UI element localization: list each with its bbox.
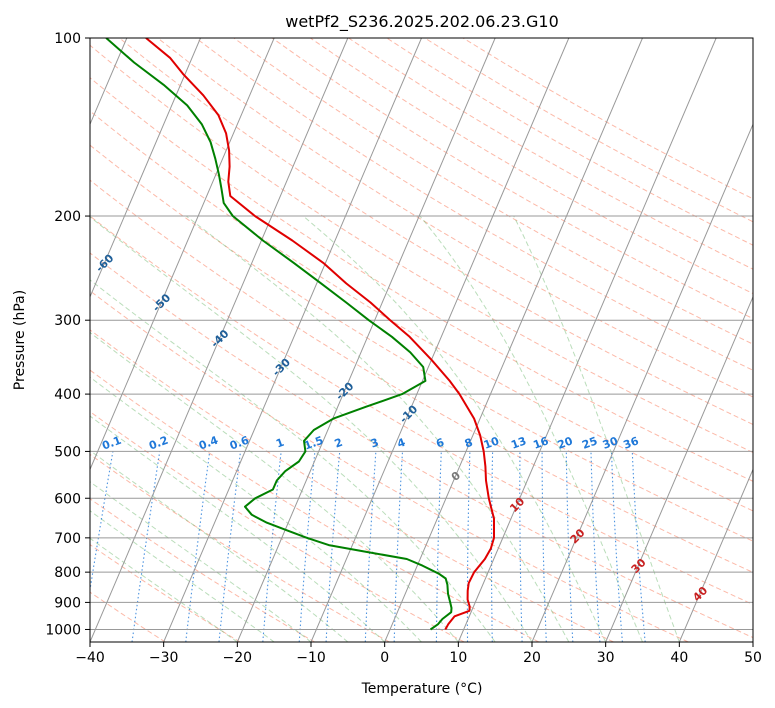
y-tick-label: 700 [54,531,81,547]
mixing-ratio-value-label: 0.6 [228,434,251,453]
dry-adiabat-line [90,144,753,542]
y-tick-label: 600 [54,491,81,507]
mixing-ratio-value-label: 2 [333,436,345,451]
x-tick-label: −30 [149,650,179,666]
mixing-ratio-value-label: 36 [622,434,641,452]
background-lines [90,38,753,642]
moist-adiabat-line [90,415,386,642]
moist-adiabat-line [90,279,496,642]
y-tick-label: 200 [54,209,81,225]
dry-adiabat-line [90,77,753,482]
isotherm-line [678,468,753,642]
moist-adiabat-line [513,215,680,642]
y-axis-label: Pressure (hPa) [12,290,28,390]
grid-lines [90,38,753,642]
mixing-ratio-value-label: 0.2 [147,434,170,453]
moist-adiabat-line [90,537,238,642]
dewpoint-profile-line [105,38,453,631]
dry-adiabat-line [90,453,390,642]
mixing-ratio-value-label: 13 [509,434,528,451]
mixing-ratio-value-label: 16 [531,434,550,452]
moist-adiabat-line [90,376,422,642]
isotherm-line [310,38,570,642]
isotherm-line [90,38,349,642]
mixing-ratio-value-label: 6 [434,436,446,451]
x-tick-label: 10 [449,650,467,666]
isotherm-line [531,123,753,642]
dry-adiabat-line [90,110,753,512]
x-tick-label: −20 [223,650,253,666]
dry-adiabat-line [90,498,315,642]
mixing-ratio-line [262,451,282,642]
dry-adiabat-line [90,179,753,573]
x-axis-label: Temperature (°C) [361,681,483,697]
dry-adiabat-line [233,38,753,345]
moist-adiabat-line [419,215,643,642]
mixing-ratio-value-label: 1 [274,436,286,451]
isotherm-line [236,38,496,642]
y-axis: 100 200 300 400 500 600 700 800 900 1000 [45,31,90,638]
dry-adiabat-line [90,591,166,642]
y-tick-label: 100 [54,31,81,47]
moist-adiabat-line [302,215,607,642]
y-tick-label: 500 [54,444,81,460]
isotherm-line [384,38,643,642]
isotherm-line [90,38,275,471]
y-tick-label: 400 [54,387,81,403]
x-tick-label: 40 [670,650,688,666]
mixing-ratio-line [185,451,211,642]
y-tick-label: 900 [54,595,81,611]
x-tick-label: 20 [523,650,541,666]
x-tick-label: 30 [597,650,615,666]
mixing-ratio-value-label: 20 [556,434,575,452]
x-tick-label: −10 [296,650,326,666]
moist-adiabat-line [90,331,459,642]
isotherm-line [605,295,753,642]
y-tick-label: 800 [54,565,81,581]
mixing-ratio-value-label: 8 [463,436,475,451]
mixing-ratio-value-label: 1.5 [302,434,325,453]
isotherm-line [457,38,717,642]
y-tick-label: 1000 [45,622,81,638]
dry-adiabat-line [90,369,540,642]
y-tick-label: 300 [54,313,81,329]
mixing-ratio-value-label: 0.1 [100,434,123,453]
dry-adiabat-line [157,38,753,398]
plot-frame [89,37,754,643]
x-axis: −40 −30 −20 −10 0 10 20 30 40 50 [75,642,762,666]
mixing-ratio-line [90,451,114,594]
x-tick-label: 50 [744,650,762,666]
x-tick-label: 0 [380,650,389,666]
isotherm-line [90,38,201,299]
isotherm-line [163,38,422,642]
dry-adiabat-line [90,290,689,642]
dry-adiabat-line [90,410,465,642]
temperature-profile-line [145,38,495,630]
mixing-ratio-line [218,451,242,642]
x-tick-label: −40 [75,650,105,666]
moist-adiabat-line [90,481,312,642]
mixing-ratio-value-label: 10 [482,434,501,452]
mixing-ratio-value-label: 30 [601,434,620,452]
mixing-ratio-value-label: 3 [369,436,381,451]
dry-adiabat-line [90,252,753,639]
mixing-ratio-value-label: 25 [580,434,599,451]
mixing-ratio-value-label: 0.4 [197,434,220,453]
series-lines [105,38,495,631]
dry-adiabat-line [195,38,753,371]
mixing-ratio-value-label: 4 [395,436,407,451]
dry-adiabat-line [90,215,753,606]
chart-title: wetPf2_S236.2025.202.06.23.G10 [285,12,559,32]
moist-adiabat-line [90,216,533,642]
